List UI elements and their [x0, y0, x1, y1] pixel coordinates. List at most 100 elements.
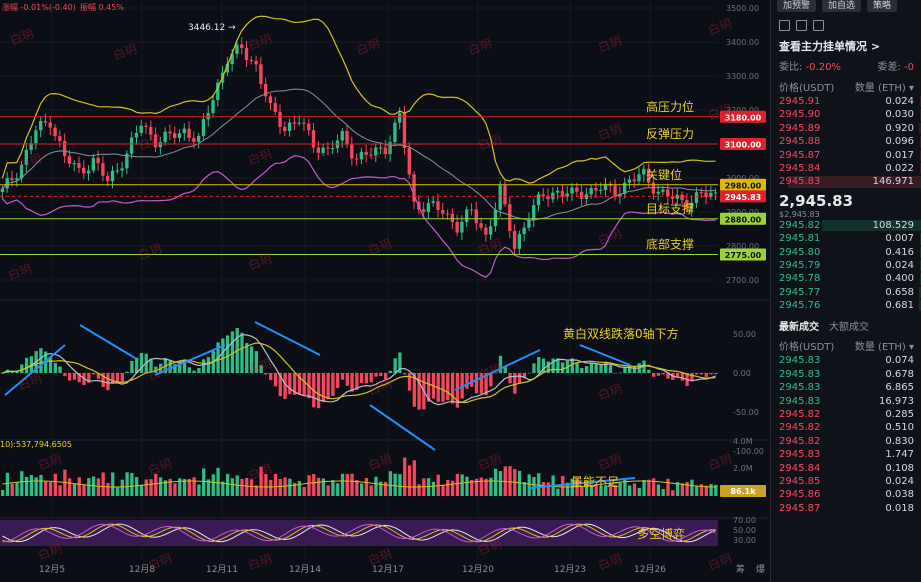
- bid-row[interactable]: 2945.79 0.024: [771, 259, 921, 272]
- ask-row[interactable]: 2945.87 0.017: [771, 149, 921, 162]
- layout-bids-icon[interactable]: [796, 19, 807, 31]
- candle-body: [302, 122, 306, 124]
- depth-bar: [919, 300, 921, 312]
- macd-bar: [474, 373, 479, 394]
- ask-row[interactable]: 2945.91 0.024: [771, 95, 921, 108]
- trade-row[interactable]: 2945.84 0.108: [771, 462, 921, 475]
- chart-area[interactable]: 3500.00 3400.00 3300.00 3200.00 3100.00 3000.…: [0, 0, 770, 582]
- tab-large-trades[interactable]: 大额成交: [829, 322, 869, 334]
- trade-row[interactable]: 2945.83 0.678: [771, 368, 921, 381]
- bollinger-lower: [1, 155, 716, 278]
- level-price-tag: [720, 110, 766, 123]
- row-price: 2945.83: [779, 449, 821, 461]
- row-qty: 0.400: [885, 273, 914, 285]
- row-qty: 0.678: [885, 368, 914, 380]
- volume-bar: [561, 476, 565, 496]
- candle-body: [192, 137, 196, 142]
- macd-bar: [273, 373, 278, 387]
- trade-row[interactable]: 2945.82 0.285: [771, 408, 921, 421]
- macd-bar: [91, 373, 96, 375]
- macd-bar: [87, 373, 91, 383]
- orderbook-panel: 加预警 加自选 策略 查看主力挂单情况 > 委比: -0.20% 委差: -0 …: [770, 0, 921, 582]
- candle-body: [24, 149, 29, 165]
- ask-row[interactable]: 2945.88 0.096: [771, 135, 921, 148]
- volume-bar: [340, 473, 345, 496]
- add-alert-button[interactable]: 加预警: [777, 0, 817, 12]
- tab-latest-trades[interactable]: 最新成交: [779, 322, 819, 334]
- kdj-axis-tick: 30.00: [733, 536, 756, 545]
- chart-canvas[interactable]: 3500.00 3400.00 3300.00 3200.00 3100.00 3000.…: [0, 0, 770, 582]
- trade-row[interactable]: 2945.87 0.018: [771, 502, 921, 515]
- layout-both-icon[interactable]: [779, 19, 790, 31]
- bid-row[interactable]: 2945.82 108.529: [771, 219, 921, 232]
- macd-bar: [517, 373, 522, 384]
- volume-bar: [68, 478, 72, 496]
- depth-bar: [919, 246, 921, 258]
- volume-bar: [101, 472, 105, 496]
- main-orders-link[interactable]: 查看主力挂单情况 >: [779, 40, 881, 53]
- volume-bar: [20, 471, 24, 496]
- macd-bar: [656, 373, 661, 376]
- candle-body: [599, 189, 603, 191]
- macd-bar: [575, 362, 579, 373]
- trade-row[interactable]: 2945.83 1.747: [771, 448, 921, 461]
- trade-row[interactable]: 2945.86 0.038: [771, 488, 921, 501]
- bid-row[interactable]: 2945.80 0.416: [771, 246, 921, 259]
- candle-body: [374, 147, 378, 156]
- ask-row[interactable]: 2945.90 0.030: [771, 108, 921, 121]
- macd-bar: [68, 373, 72, 381]
- candle-body: [670, 196, 675, 199]
- candle-body: [67, 156, 72, 164]
- volume-bar: [225, 473, 230, 496]
- strategy-button[interactable]: 策略: [867, 0, 898, 12]
- macd-bar: [139, 352, 144, 373]
- trade-row[interactable]: 2945.82 0.830: [771, 435, 921, 448]
- candle-body: [292, 122, 297, 124]
- trade-row[interactable]: 2945.83 6.865: [771, 381, 921, 394]
- row-qty: 0.416: [885, 246, 914, 258]
- trade-qty-header[interactable]: 数量 (ETH) ▾: [854, 342, 914, 354]
- volume-bar: [647, 479, 651, 496]
- macd-bar: [398, 352, 402, 373]
- volume-bar: [355, 480, 359, 496]
- candle-body: [527, 220, 531, 228]
- bid-list: 2945.82 108.529 2945.81 0.007 2945.80 0.416 29…: [771, 219, 921, 313]
- ask-row[interactable]: 2945.84 0.022: [771, 162, 921, 175]
- candle-body: [450, 213, 455, 223]
- volume-bar: [77, 477, 81, 496]
- bid-row[interactable]: 2945.77 0.658: [771, 286, 921, 299]
- bid-row[interactable]: 2945.78 0.400: [771, 272, 921, 285]
- ask-row[interactable]: 2945.83 146.971: [771, 175, 921, 188]
- candle-body: [517, 234, 522, 249]
- trade-row[interactable]: 2945.85 0.024: [771, 475, 921, 488]
- volume-bar: [269, 479, 273, 496]
- candle-body: [187, 128, 191, 138]
- volume-bar: [642, 479, 646, 496]
- volume-bar: [508, 466, 512, 496]
- trade-row[interactable]: 2945.83 0.074: [771, 354, 921, 367]
- trade-row[interactable]: 2945.83 16.973: [771, 395, 921, 408]
- level-label: 反弹压力: [646, 127, 694, 141]
- candle-body: [622, 182, 627, 194]
- bid-row[interactable]: 2945.76 0.681: [771, 299, 921, 312]
- row-price: 2945.79: [779, 259, 821, 271]
- trade-row[interactable]: 2945.82 0.510: [771, 421, 921, 434]
- candle-body: [508, 204, 512, 231]
- last-price: 2,945.83: [779, 191, 854, 210]
- row-price: 2945.86: [779, 489, 821, 501]
- macd-bar: [494, 372, 498, 374]
- add-favorite-button[interactable]: 加自选: [822, 0, 862, 12]
- layout-asks-icon[interactable]: [813, 19, 824, 31]
- candle-body: [512, 230, 517, 249]
- qty-column-header[interactable]: 数量 (ETH) ▾: [854, 83, 914, 94]
- date-axis-tick: 12月20: [462, 564, 494, 575]
- candle-body: [216, 82, 220, 101]
- ask-row[interactable]: 2945.89 0.920: [771, 122, 921, 135]
- row-qty: 0.030: [885, 109, 914, 121]
- row-price: 2945.91: [779, 96, 821, 107]
- date-axis-tick: 12月23: [554, 564, 586, 575]
- candle-body: [196, 135, 201, 142]
- bid-row[interactable]: 2945.81 0.007: [771, 232, 921, 245]
- candle-body: [254, 61, 258, 65]
- volume-bar: [517, 470, 522, 496]
